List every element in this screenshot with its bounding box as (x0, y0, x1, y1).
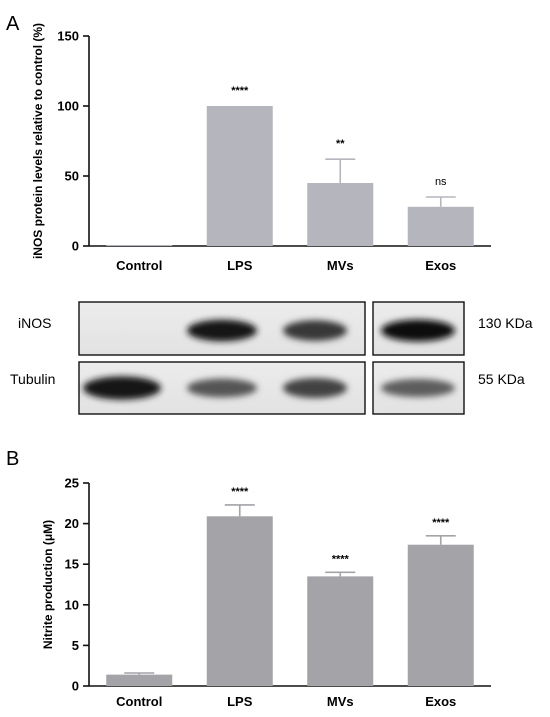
chart1-y-tick-label: 25 (65, 476, 79, 491)
blot-band-tubulin (187, 378, 257, 398)
chart0-bar-exos (407, 206, 474, 246)
chart0-significance-exos: ns (435, 176, 447, 188)
blot-size-inos: 130 KDa (478, 315, 533, 331)
chart1-y-tick-label: 15 (65, 557, 79, 572)
chart1-category-label: Control (116, 694, 162, 709)
chart1-bar-control (106, 674, 173, 686)
chart0-category-label: Exos (425, 258, 456, 273)
chart-a: 0 50 100 150 iNOS protein levels relative to… (31, 23, 491, 273)
chart1-significance-lps: **** (231, 486, 249, 498)
chart1-significance-exos: **** (432, 517, 450, 529)
chart1-y-tick-label: 5 (72, 638, 79, 653)
panel-letter-b: B (6, 448, 19, 470)
blot-band-tubulin (83, 376, 161, 400)
chart0-y-tick-label: 100 (57, 99, 79, 114)
chart0-bar-control (106, 245, 173, 246)
chart0-y-tick-label: 50 (65, 169, 79, 184)
chart1-y-tick-label: 10 (65, 597, 79, 612)
chart1-category-label: LPS (227, 694, 253, 709)
chart1-bar-exos (407, 544, 474, 686)
panel-letter-a: A (6, 13, 20, 35)
chart1-bar-mvs (307, 576, 374, 686)
blot-band-inos (381, 319, 455, 342)
blot-label-tubulin: Tubulin (10, 371, 55, 387)
chart0-significance-lps: **** (231, 85, 249, 97)
chart1-category-label: Exos (425, 694, 456, 709)
blot-band-inos (283, 320, 347, 341)
chart0-bar-mvs (307, 183, 374, 246)
chart0-category-label: Control (116, 258, 162, 273)
chart0-y-axis-title: iNOS protein levels relative to control … (31, 23, 45, 259)
chart0-bar-lps (206, 106, 273, 246)
chart0-y-tick-label: 150 (57, 29, 79, 44)
chart1-y-tick-label: 0 (72, 679, 79, 694)
blot-band-tubulin (381, 378, 455, 398)
chart1-y-tick-label: 20 (65, 516, 79, 531)
blot-band-inos (187, 319, 257, 342)
blot-label-inos: iNOS (18, 315, 51, 331)
blot-band-tubulin (283, 377, 347, 399)
chart1-significance-mvs: **** (332, 553, 350, 565)
chart0-y-tick-label: 0 (72, 239, 79, 254)
western-blot: iNOS Tubulin 130 KDa 55 KDa (10, 301, 533, 415)
chart0-significance-mvs: ** (336, 138, 345, 150)
chart1-bar-lps (206, 516, 273, 686)
chart1-y-axis-title: Nitrite production (μM) (41, 520, 55, 649)
chart-b: 0 5 10 15 20 25 Nitrite production (μM) Control… (41, 476, 491, 709)
chart0-category-label: MVs (327, 258, 354, 273)
blot-size-tubulin: 55 KDa (478, 371, 525, 387)
chart0-category-label: LPS (227, 258, 253, 273)
chart1-category-label: MVs (327, 694, 354, 709)
